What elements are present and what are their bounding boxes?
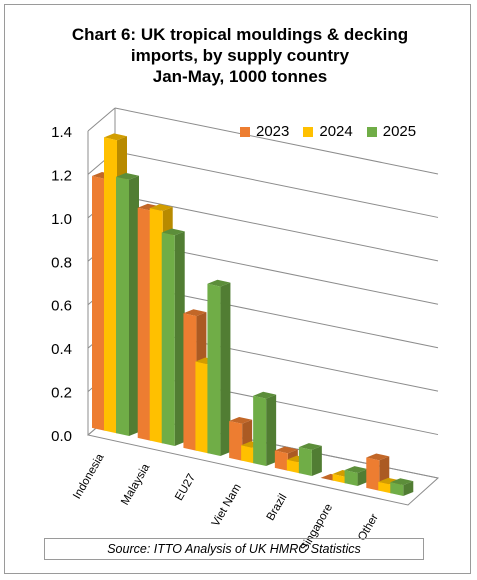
bar-top-indonesia-2024 [104,133,127,141]
bar-viet-nam-2024 [241,445,255,464]
bar-eu27-2024 [195,361,209,454]
chart-legend: 2023 2024 2025 [240,123,416,140]
title-line-3: Jan-May, 1000 tonnes [152,67,328,86]
bar-top-singapore-2025 [344,466,368,473]
x-tick-label: Brazil [265,492,290,523]
bar-top-indonesia-2025 [116,172,139,180]
x-tick-label: Indonesia [71,451,107,501]
bar-viet-nam-2025 [253,395,267,466]
chart-title: Chart 6: UK tropical mouldings & decking… [60,24,420,87]
bar-top-other-2025 [390,478,414,486]
gridline [114,150,439,218]
x-tick-label: Malaysia [119,461,152,507]
bar-side-singapore-2025 [357,468,368,486]
bar-malaysia-2024 [149,208,163,444]
bar-top-viet-nam-2023 [229,416,253,424]
source-note: Source: ITTO Analysis of UK HMRC Statist… [44,538,424,560]
y-tick-label: 1.4 [51,124,72,141]
y-tick-label: 1.2 [51,167,72,184]
bar-top-malaysia-2024 [149,204,173,212]
bar-indonesia-2024 [104,137,117,434]
bar-indonesia-2025 [116,176,129,436]
legend-item-2023: 2023 [240,123,289,140]
y-tick-label: 1.0 [51,211,72,228]
bar-other-2025 [390,482,404,496]
bar-side-brazil-2025 [311,445,322,476]
gridline [114,194,439,262]
bar-indonesia-2023 [92,175,105,431]
bar-side-other-2025 [403,481,414,496]
x-tick-label: EU27 [173,472,198,503]
legend-label-2023: 2023 [256,123,290,140]
bar-singapore-2025 [344,470,358,486]
bar-other-2023 [366,457,380,491]
title-line-2: imports, by supply country [130,46,350,65]
bar-side-indonesia-2025 [129,175,139,436]
legend-label-2024: 2024 [319,123,353,140]
bar-malaysia-2023 [137,207,151,441]
bar-side-viet-nam-2025 [266,394,277,466]
y-tick-label: 0.2 [51,385,72,402]
y-tick-label: 0.8 [51,254,72,271]
title-line-1: Chart 6: UK tropical mouldings & decking [71,25,409,44]
legend-item-2025: 2025 [366,123,417,140]
bar-viet-nam-2023 [229,420,243,461]
gridline-side [87,107,116,132]
y-tick-label: 0.4 [51,341,72,358]
bar-top-brazil-2023 [274,446,298,454]
legend-swatch-2024 [303,126,314,137]
bar-malaysia-2025 [161,232,175,446]
legend-item-2024: 2024 [303,123,353,140]
bar-eu27-2023 [183,313,197,451]
x-tick-label: Viet Nam [210,482,244,529]
y-tick-label: 0.0 [51,428,72,445]
bar-other-2024 [378,481,392,494]
bar-side-malaysia-2025 [174,231,185,446]
bar-top-other-2023 [366,453,390,461]
bar-brazil-2024 [286,459,300,474]
bar-top-viet-nam-2025 [253,391,277,399]
bar-eu27-2025 [207,283,221,456]
bar-side-eu27-2025 [220,282,231,456]
legend-label-2025: 2025 [382,123,417,140]
bar-top-brazil-2025 [298,443,322,450]
gridline [114,107,439,175]
bar-brazil-2025 [298,447,312,476]
legend-swatch-2025 [366,126,377,137]
bar-top-eu27-2023 [183,309,207,317]
y-tick-label: 0.6 [51,298,72,315]
bar-top-malaysia-2025 [161,228,185,236]
bar-top-eu27-2025 [207,279,231,287]
bar-singapore-2024 [332,473,346,484]
bar-brazil-2023 [274,450,288,471]
legend-swatch-2023 [240,126,250,137]
